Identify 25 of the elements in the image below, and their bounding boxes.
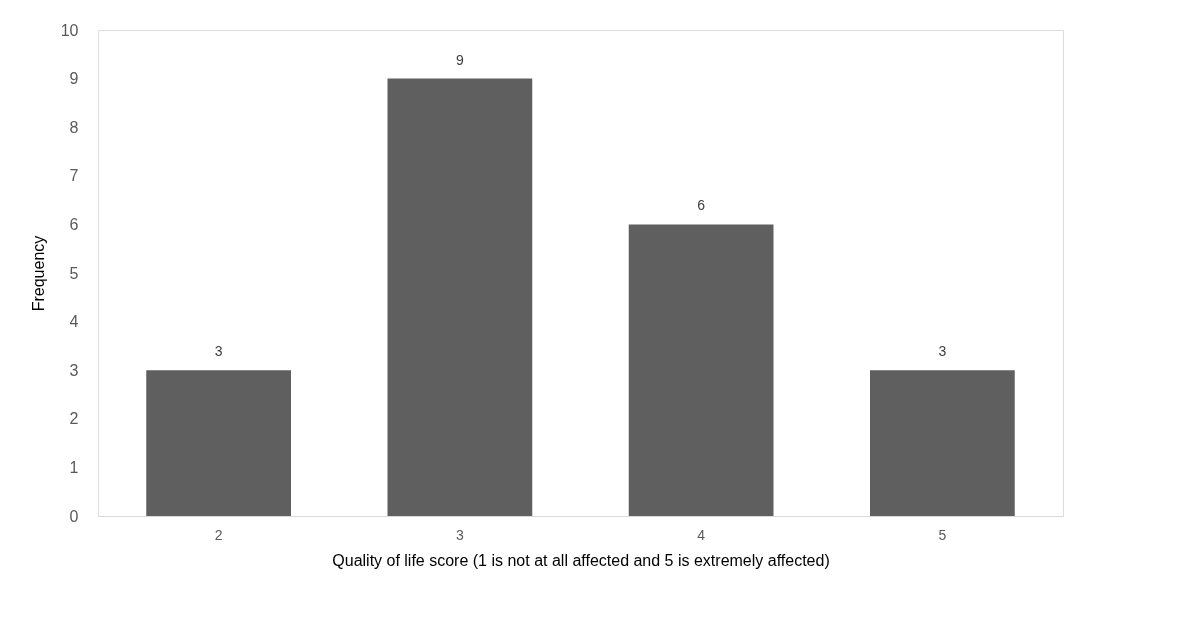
y-tick-label: 1 bbox=[69, 458, 79, 476]
y-tick-label: 8 bbox=[69, 118, 79, 136]
y-tick-label: 0 bbox=[69, 507, 79, 525]
x-tick-label: 5 bbox=[938, 526, 947, 543]
bar bbox=[146, 370, 291, 516]
data-label: 3 bbox=[214, 343, 223, 360]
data-label: 6 bbox=[697, 197, 706, 214]
y-tick-label: 5 bbox=[69, 264, 79, 282]
x-axis-title: Quality of life score (1 is not at all affected and 5 is extremely affected) bbox=[332, 551, 830, 569]
data-label: 9 bbox=[455, 51, 464, 68]
x-tick-label: 4 bbox=[697, 526, 706, 543]
bar bbox=[870, 370, 1015, 516]
y-tick-label: 9 bbox=[69, 70, 79, 88]
x-tick-label: 2 bbox=[214, 526, 223, 543]
y-tick-label: 2 bbox=[69, 410, 79, 428]
y-tick-label: 6 bbox=[69, 215, 79, 233]
y-tick-label: 4 bbox=[69, 313, 79, 331]
y-tick-label: 7 bbox=[69, 167, 79, 185]
y-tick-label: 3 bbox=[69, 361, 79, 379]
bar bbox=[628, 224, 774, 516]
x-tick-label: 3 bbox=[455, 526, 464, 543]
data-label: 3 bbox=[938, 343, 947, 360]
y-axis-title: Frequency bbox=[29, 235, 47, 312]
y-tick-label: 10 bbox=[60, 21, 79, 39]
bar bbox=[387, 78, 533, 516]
